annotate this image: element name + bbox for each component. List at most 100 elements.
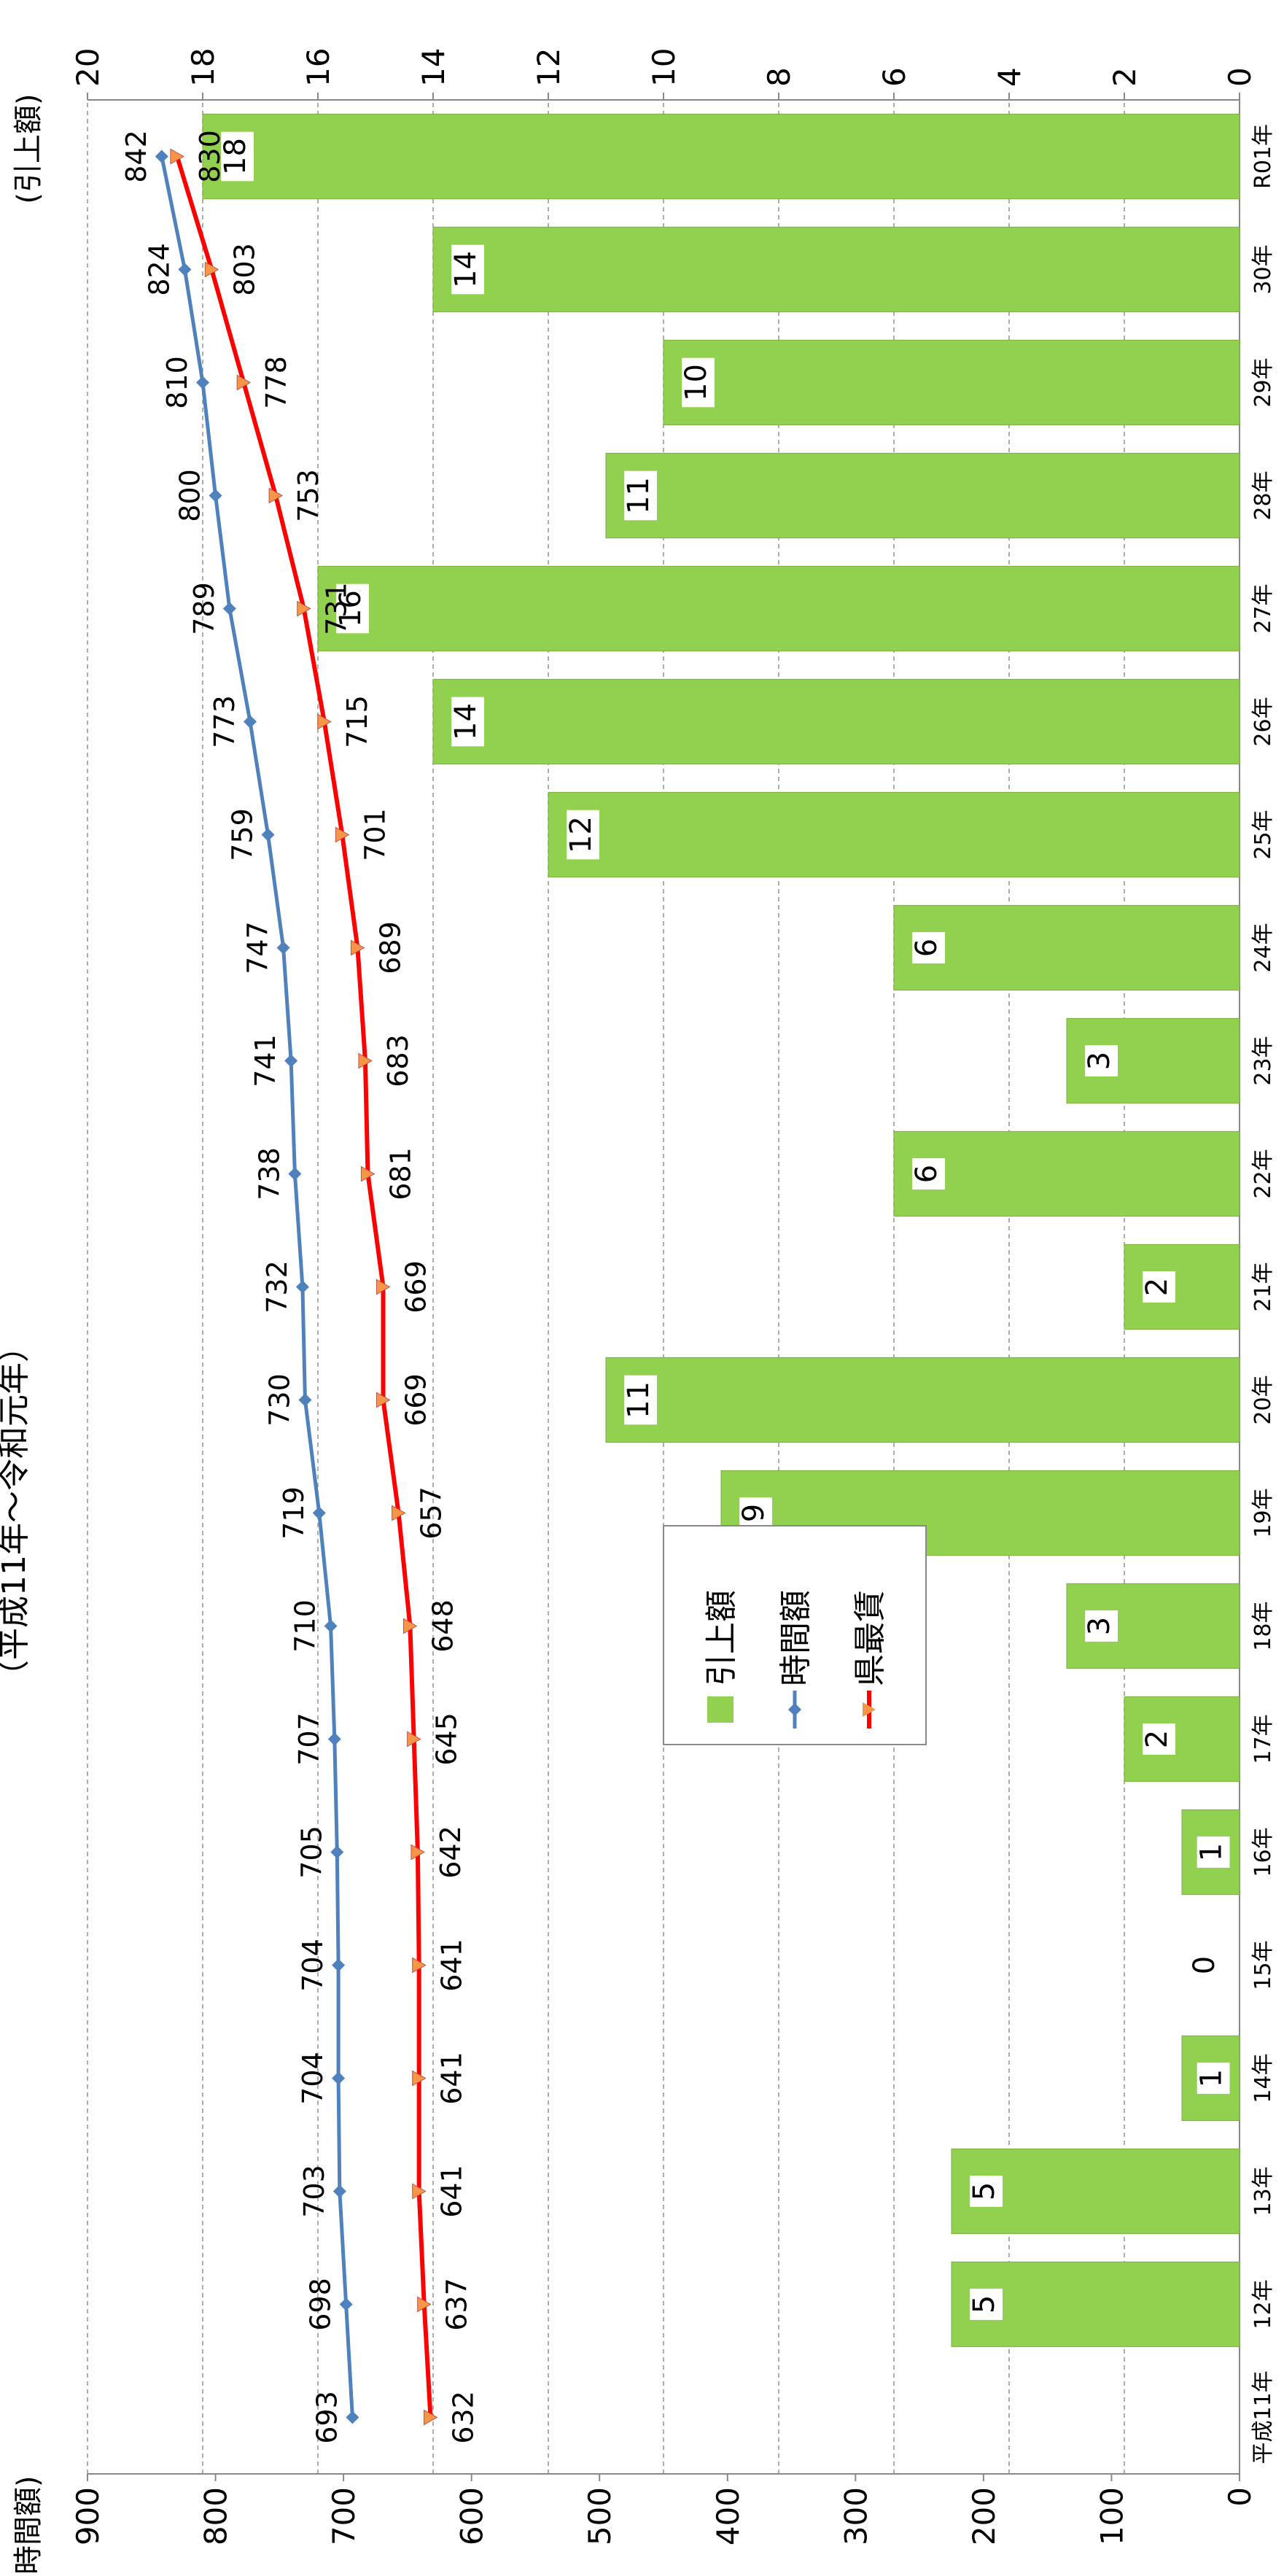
point [335,826,350,843]
y-left-tick-label: 200 [966,2487,1002,2545]
data-label: 648 [427,1599,459,1653]
bar-label: 11 [622,477,655,514]
point [412,2070,427,2087]
data-label: 645 [431,1712,463,1766]
y-left-tick-label: 600 [454,2487,490,2545]
data-label: 789 [188,582,220,635]
bar [893,1130,1240,1217]
point [324,1619,338,1633]
bar-label-box [682,357,715,408]
point [407,1731,421,1747]
data-label: 710 [289,1599,322,1653]
bar [951,2261,1240,2348]
x-tick-label: 20年 [1250,1375,1276,1424]
bar [202,113,1240,200]
data-label: 693 [311,2391,343,2444]
data-label: 715 [341,695,373,748]
chart-title: （平成11年～令和元年） [0,1330,33,1692]
legend-label: 県最賃 [852,1590,889,1686]
y-left-axis-title: (時間額) [12,2475,45,2576]
point [330,1845,344,1859]
data-label: 830 [194,130,226,183]
bar [605,452,1240,539]
bar-label-box [1143,1723,1175,1755]
data-label: 703 [298,2165,330,2218]
x-tick-label: 27年 [1250,583,1276,633]
bar-label: 2 [1140,1730,1174,1748]
data-label: 810 [161,356,193,409]
bar-label: 0 [1188,1956,1221,1974]
data-label: 641 [436,1939,468,1992]
bar-label: 14 [449,251,483,288]
point [261,828,275,842]
bar [1066,1017,1240,1104]
point [317,713,332,730]
data-label: 778 [260,356,292,409]
bar-label: 16 [334,590,367,627]
bar-label-box [451,244,485,295]
x-tick-label: 23年 [1250,1036,1276,1085]
bar-label-box [970,2289,1003,2320]
point [350,939,365,956]
y-right-tick-label: 8 [761,67,797,87]
bar-label-box [567,810,600,860]
bar-label-box [912,1158,945,1190]
y-left-tick-label: 500 [582,2487,618,2545]
point [222,602,236,616]
bar-label-box [1085,1610,1118,1642]
point [327,1732,341,1746]
data-label: 669 [400,1373,432,1427]
point [243,715,257,729]
bar-label-box [1197,2063,1230,2094]
data-label: 657 [416,1486,448,1540]
data-label: 730 [263,1373,295,1427]
point [346,2410,359,2424]
data-label: 681 [384,1147,416,1200]
legend-box [663,1525,927,1745]
x-tick-label: 14年 [1250,2053,1276,2103]
x-tick-label: 12年 [1250,2279,1276,2329]
y-left-tick-label: 100 [1094,2487,1129,2545]
bar [1066,1583,1240,1669]
y-left-tick-label: 800 [198,2487,234,2545]
bar-label-box [624,1375,658,1425]
bar-label: 1 [1195,1843,1229,1861]
y-left-tick-label: 900 [70,2487,106,2545]
x-tick-label: 22年 [1250,1149,1276,1198]
data-label: 705 [295,1826,327,1879]
x-tick-label: 29年 [1250,357,1276,407]
x-tick-label: R01年 [1250,124,1276,189]
data-label: 824 [143,243,175,296]
bar-label: 6 [910,1165,943,1183]
bar-label: 5 [968,2295,1001,2313]
point [297,600,311,617]
x-tick-label: 16年 [1250,1827,1276,1877]
data-label: 759 [227,808,259,861]
x-tick-label: 21年 [1250,1262,1276,1311]
x-tick-label: 24年 [1250,923,1276,972]
bar-label-box [739,1497,773,1529]
y-right-tick-label: 20 [70,48,106,87]
x-tick-label: 17年 [1250,1714,1276,1764]
point [209,489,222,503]
point [178,263,192,276]
legend-swatch-marker [863,1702,876,1717]
bar [548,791,1240,878]
bar-label: 3 [1083,1052,1116,1070]
data-label: 741 [249,1034,281,1087]
bar-label-box [970,2176,1003,2207]
point [423,2409,438,2426]
legend-label: 引上額 [703,1590,740,1686]
data-label: 641 [436,2052,468,2105]
legend-swatch-bar [707,1696,734,1723]
point [332,2184,346,2198]
bar-label: 14 [449,703,483,740]
point [204,261,219,278]
y-left-tick-label: 400 [710,2487,746,2545]
data-label: 689 [374,921,406,974]
data-label: 637 [441,2278,473,2331]
point [412,2183,427,2200]
point [312,1506,326,1520]
